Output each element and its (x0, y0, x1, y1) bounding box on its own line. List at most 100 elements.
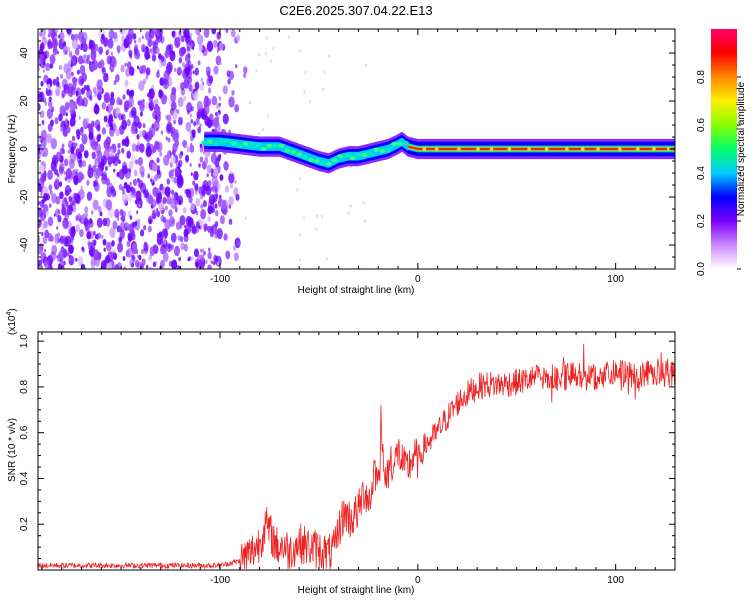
noise-speck (216, 227, 223, 240)
noise-speck (211, 175, 218, 187)
noise-speck (42, 235, 48, 245)
noise-speck (111, 240, 115, 247)
noise-speck (225, 250, 231, 260)
noise-speck (64, 101, 70, 111)
noise-speck (91, 140, 97, 151)
ridge-blob (331, 158, 338, 163)
snr-background (38, 332, 675, 570)
noise-speck (296, 188, 299, 192)
spectrogram-xtick-label: 100 (607, 274, 624, 285)
noise-speck (117, 142, 121, 149)
noise-speck (122, 94, 126, 100)
noise-speck (71, 37, 79, 50)
ridge-blob (319, 161, 326, 166)
noise-speck (122, 29, 129, 36)
noise-speck (172, 111, 178, 120)
noise-speck (68, 158, 75, 170)
noise-speck (103, 115, 108, 123)
noise-speck (151, 46, 157, 56)
noise-speck (170, 232, 177, 243)
ridge-dot (434, 147, 439, 151)
noise-speck (315, 215, 318, 219)
noise-speck (106, 122, 110, 128)
noise-speck (69, 122, 73, 127)
noise-speck (137, 181, 142, 189)
ridge-dot (507, 147, 512, 151)
noise-speck (171, 101, 177, 111)
noise-speck (61, 143, 65, 149)
noise-speck (170, 244, 174, 251)
noise-speck (74, 193, 80, 204)
noise-speck (131, 242, 138, 253)
noise-speck (40, 80, 44, 87)
noise-speck (113, 31, 118, 40)
noise-speck (192, 46, 195, 51)
noise-speck (94, 169, 100, 180)
noise-speck (194, 81, 200, 90)
noise-speck (98, 46, 104, 55)
noise-speck (264, 52, 267, 56)
noise-speck (140, 229, 145, 237)
noise-speck (44, 100, 48, 106)
noise-speck (119, 229, 125, 240)
noise-speck (138, 203, 141, 208)
noise-speck (162, 196, 167, 205)
noise-speck (201, 190, 206, 197)
noise-speck (83, 84, 87, 91)
noise-speck (58, 181, 63, 187)
noise-speck (186, 45, 190, 52)
noise-speck (96, 85, 102, 94)
noise-speck (41, 231, 44, 237)
noise-speck (148, 39, 151, 44)
noise-speck (150, 178, 153, 183)
noise-speck (87, 167, 94, 179)
noise-speck (160, 130, 164, 135)
noise-speck (304, 71, 307, 75)
noise-speck (177, 96, 184, 108)
noise-speck (136, 210, 139, 215)
noise-speck (210, 168, 214, 174)
ridge-blob (272, 143, 279, 148)
noise-speck (63, 196, 67, 203)
noise-speck (120, 64, 125, 73)
noise-speck (195, 221, 200, 228)
noise-speck (193, 121, 197, 127)
noise-speck (233, 252, 239, 262)
colorbar-tick-label: 0.6 (696, 118, 707, 132)
noise-speck (164, 49, 170, 59)
noise-speck (107, 38, 114, 49)
noise-speck (152, 186, 159, 197)
noise-speck (170, 155, 176, 165)
noise-speck (206, 164, 212, 174)
noise-speck (166, 61, 173, 73)
noise-speck (105, 199, 113, 211)
noise-speck (60, 74, 63, 79)
noise-speck (112, 220, 118, 230)
noise-speck (267, 114, 270, 118)
noise-speck (134, 259, 140, 268)
noise-speck (79, 64, 86, 75)
noise-speck (72, 204, 75, 209)
noise-speck (136, 65, 140, 70)
noise-speck (111, 122, 117, 132)
ridge-dot (580, 147, 585, 151)
noise-speck (80, 264, 86, 269)
noise-speck (121, 214, 126, 223)
noise-speck (54, 117, 59, 125)
ridge-blob (266, 143, 273, 148)
noise-speck (139, 111, 144, 117)
noise-speck (200, 209, 207, 220)
noise-speck (76, 69, 80, 75)
noise-speck (149, 29, 152, 33)
noise-speck (210, 186, 214, 192)
noise-speck (90, 258, 96, 268)
noise-speck (128, 49, 133, 57)
noise-speck (105, 177, 110, 186)
noise-speck (47, 169, 53, 181)
noise-speck (200, 248, 203, 253)
noise-speck (365, 63, 368, 67)
noise-speck (298, 176, 301, 180)
noise-speck (77, 44, 81, 50)
noise-speck (125, 68, 131, 77)
noise-speck (63, 158, 69, 167)
